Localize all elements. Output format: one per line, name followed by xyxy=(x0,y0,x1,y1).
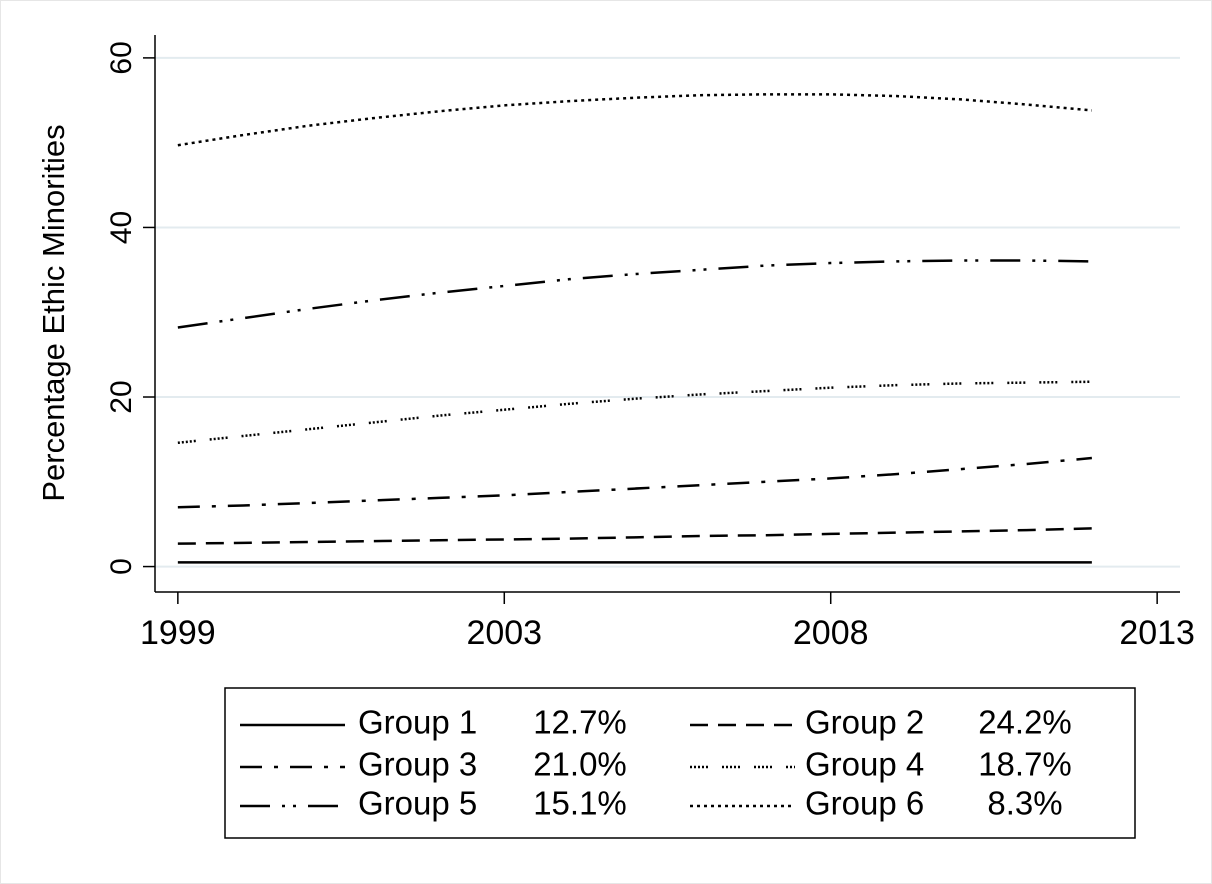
legend-share: 15.1% xyxy=(533,785,627,822)
y-tick-label: 40 xyxy=(105,211,138,244)
x-tick-label: 2008 xyxy=(793,614,869,652)
legend-share: 18.7% xyxy=(978,746,1072,783)
series-line xyxy=(177,259,1092,329)
legend-share: 12.7% xyxy=(533,704,627,741)
x-tick-label: 2003 xyxy=(466,614,542,652)
y-tick-label: 60 xyxy=(105,41,138,74)
legend-label: Group 1 xyxy=(358,704,477,741)
y-tick-label: 20 xyxy=(105,380,138,413)
legend-label: Group 4 xyxy=(805,746,924,783)
y-tick-label: 0 xyxy=(105,558,138,575)
legend-label: Group 6 xyxy=(805,785,924,822)
x-tick-label: 2013 xyxy=(1119,614,1195,652)
legend-share: 8.3% xyxy=(987,785,1062,822)
legend-label: Group 2 xyxy=(805,704,924,741)
series-line xyxy=(177,93,1092,147)
legend-share: 21.0% xyxy=(533,746,627,783)
legend-label: Group 5 xyxy=(358,785,477,822)
legend-share: 24.2% xyxy=(978,704,1072,741)
legend-box xyxy=(224,687,1136,839)
legend-label: Group 3 xyxy=(358,746,477,783)
x-tick-label: 1999 xyxy=(140,614,216,652)
series-line xyxy=(177,456,1092,509)
y-axis-label: Percentage Ethic Minorities xyxy=(36,124,71,501)
series-line xyxy=(177,527,1092,545)
